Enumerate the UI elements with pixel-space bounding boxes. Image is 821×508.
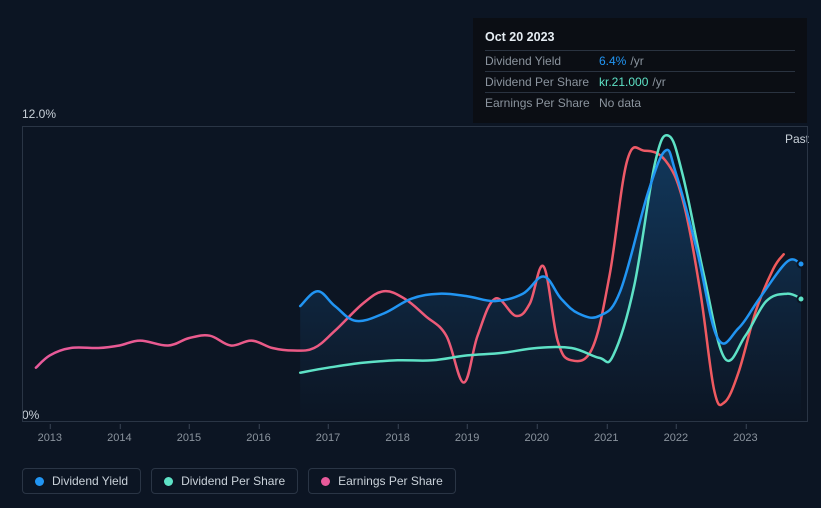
tooltip-key: Earnings Per Share bbox=[485, 96, 599, 110]
legend-dot-icon bbox=[35, 477, 44, 486]
legend-label: Dividend Yield bbox=[52, 474, 128, 488]
legend-item-dividend-yield[interactable]: Dividend Yield bbox=[22, 468, 141, 494]
tooltip-value: kr.21.000/yr bbox=[599, 75, 666, 89]
chart-legend: Dividend Yield Dividend Per Share Earnin… bbox=[22, 468, 456, 494]
x-tick-label: 2021 bbox=[594, 432, 618, 444]
legend-label: Earnings Per Share bbox=[338, 474, 443, 488]
chart-tooltip: Oct 20 2023 Dividend Yield6.4%/yrDividen… bbox=[473, 18, 807, 123]
y-axis-max-label: 12.0% bbox=[22, 107, 56, 121]
tooltip-date: Oct 20 2023 bbox=[485, 26, 795, 50]
x-tick-label: 2018 bbox=[385, 432, 409, 444]
tooltip-key: Dividend Per Share bbox=[485, 75, 599, 89]
series-end-marker bbox=[797, 260, 806, 269]
legend-dot-icon bbox=[164, 477, 173, 486]
x-tick-label: 2016 bbox=[246, 432, 270, 444]
x-tick-label: 2017 bbox=[316, 432, 340, 444]
legend-item-dividend-per-share[interactable]: Dividend Per Share bbox=[151, 468, 298, 494]
tooltip-row: Dividend Per Sharekr.21.000/yr bbox=[485, 71, 795, 92]
x-tick-label: 2019 bbox=[455, 432, 479, 444]
x-tick-label: 2020 bbox=[524, 432, 548, 444]
legend-item-earnings-per-share[interactable]: Earnings Per Share bbox=[308, 468, 456, 494]
tooltip-row: Earnings Per ShareNo data bbox=[485, 92, 795, 113]
tooltip-value: 6.4%/yr bbox=[599, 54, 644, 68]
x-tick-label: 2015 bbox=[177, 432, 201, 444]
series-end-marker bbox=[797, 294, 806, 303]
x-tick-label: 2022 bbox=[664, 432, 688, 444]
dividend-chart: 12.0% 0% Past 20132014201520162017201820… bbox=[0, 0, 821, 508]
legend-label: Dividend Per Share bbox=[181, 474, 285, 488]
tooltip-row: Dividend Yield6.4%/yr bbox=[485, 50, 795, 71]
legend-dot-icon bbox=[321, 477, 330, 486]
x-tick-label: 2014 bbox=[107, 432, 131, 444]
chart-plot-area[interactable] bbox=[22, 126, 808, 422]
x-tick-label: 2023 bbox=[733, 432, 757, 444]
x-axis: 2013 2014 2015 2016 2017 2018 2019 2020 2021 2022… bbox=[22, 430, 808, 450]
tooltip-key: Dividend Yield bbox=[485, 54, 599, 68]
tooltip-value: No data bbox=[599, 96, 641, 110]
x-tick-label: 2013 bbox=[38, 432, 62, 444]
